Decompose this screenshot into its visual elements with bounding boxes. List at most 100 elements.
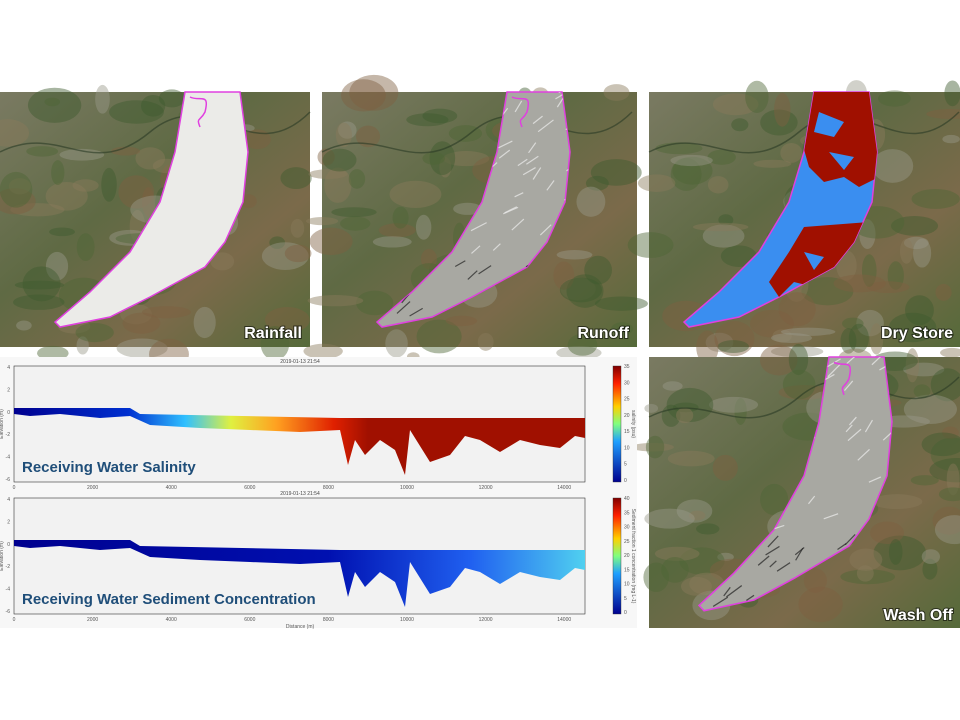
colorbar-tick-label: 25 <box>624 539 630 545</box>
terrain-patch <box>72 179 99 192</box>
terrain-patch <box>260 325 290 361</box>
terrain-patch <box>676 407 694 424</box>
terrain-patch <box>553 261 575 290</box>
relief-stroke <box>868 476 881 483</box>
relief-stroke <box>498 140 513 149</box>
relief-stroke <box>498 149 511 159</box>
panel-label: Runoff <box>577 325 629 342</box>
terrain-patch <box>798 586 843 623</box>
colorbar-tick-label: 20 <box>624 553 630 559</box>
terrain-patch <box>631 442 674 452</box>
terrain-patch <box>560 277 596 301</box>
panel-label: Dry Store <box>881 325 953 342</box>
terrain-patch <box>585 175 609 191</box>
relief-stroke <box>467 270 478 280</box>
terrain-patch <box>308 169 348 179</box>
terrain-patch <box>774 92 791 127</box>
terrain-patch <box>348 169 366 189</box>
panel-label: Wash Off <box>883 607 953 624</box>
colorbar-tick-label: 35 <box>624 510 630 516</box>
terrain-patch <box>392 206 409 229</box>
terrain-patch <box>14 280 65 290</box>
terrain-patch <box>643 562 669 593</box>
panel-label: Rainfall <box>244 325 302 342</box>
terrain-patch <box>705 332 734 353</box>
x-tick-label: 6000 <box>244 617 255 623</box>
y-axis-label: Elevation (m) <box>0 541 5 571</box>
relief-stroke <box>837 543 847 551</box>
terrain-patch <box>861 254 877 287</box>
terrain-patch <box>770 345 824 358</box>
terrain-patch <box>788 343 809 376</box>
terrain-patch <box>389 180 442 209</box>
terrain-patch <box>890 215 939 236</box>
y-tick-label: 0 <box>7 410 10 416</box>
x-tick-label: 10000 <box>400 617 414 623</box>
terrain-patch <box>290 218 305 238</box>
terrain-patch <box>930 437 960 472</box>
terrain-patch <box>422 108 458 124</box>
terrain-patch <box>51 160 65 185</box>
terrain-patch <box>8 178 31 195</box>
terrain-patch <box>899 238 914 264</box>
terrain-patch <box>717 552 734 562</box>
x-tick-label: 10000 <box>400 485 414 491</box>
relief-stroke <box>848 416 857 426</box>
terrain-patch <box>801 277 854 306</box>
x-tick-label: 0 <box>13 617 16 623</box>
y-tick-label: -2 <box>6 432 11 438</box>
relief-stroke <box>546 180 555 191</box>
terrain-patch <box>712 93 759 116</box>
x-tick-label: 14000 <box>557 617 571 623</box>
terrain-patch <box>670 157 702 191</box>
terrain-patch <box>0 171 33 208</box>
terrain-patch <box>305 217 339 226</box>
relief-stroke <box>409 307 423 317</box>
terrain-patch <box>280 167 312 190</box>
terrain-patch <box>718 214 734 226</box>
colorbar-tick-label: 10 <box>624 445 630 451</box>
x-tick-label: 8000 <box>323 485 334 491</box>
terrain-patch <box>415 214 432 240</box>
terrain-patch <box>932 506 960 535</box>
colorbar-tick-label: 40 <box>624 496 630 502</box>
terrain-patch <box>903 394 957 424</box>
terrain-patch <box>662 381 683 391</box>
terrain-patch <box>696 330 719 365</box>
x-tick-label: 8000 <box>323 617 334 623</box>
terrain-patch <box>378 223 416 238</box>
plot-title: Receiving Water Salinity <box>22 459 196 476</box>
relief-stroke <box>478 265 492 275</box>
terrain-patch <box>867 281 910 294</box>
terrain-patch <box>934 515 960 545</box>
river <box>833 361 851 396</box>
terrain-patch <box>594 296 648 311</box>
relief-stroke <box>845 424 853 433</box>
river <box>189 96 207 128</box>
terrain-patch <box>193 306 216 339</box>
terrain-patch <box>101 167 117 202</box>
terrain-patch <box>0 119 30 147</box>
terrain-patch <box>349 74 399 111</box>
y-tick-label: -6 <box>6 609 11 615</box>
timestamp: 2019-01-13 21:54 <box>280 359 320 365</box>
terrain-patch <box>341 79 386 112</box>
terrain-patch <box>759 344 798 376</box>
terrain-patch <box>871 494 923 510</box>
terrain-patch <box>940 347 960 358</box>
terrain-patch <box>840 569 895 585</box>
colorbar-tick-label: 15 <box>624 567 630 573</box>
x-tick-label: 14000 <box>557 485 571 491</box>
colorbar-tick-label: 0 <box>624 478 627 484</box>
terrain-patch <box>566 274 604 308</box>
relief-stroke <box>511 218 525 231</box>
terrain-patch <box>778 292 816 327</box>
relief-stroke <box>726 585 743 598</box>
terrain-patch <box>680 576 712 596</box>
terrain-patch <box>584 255 612 285</box>
map-panel: Runoff <box>303 74 648 361</box>
terrain-patch <box>109 100 164 124</box>
terrain-patch <box>429 141 456 176</box>
terrain-patch <box>355 125 381 148</box>
terrain-patch <box>372 236 412 248</box>
